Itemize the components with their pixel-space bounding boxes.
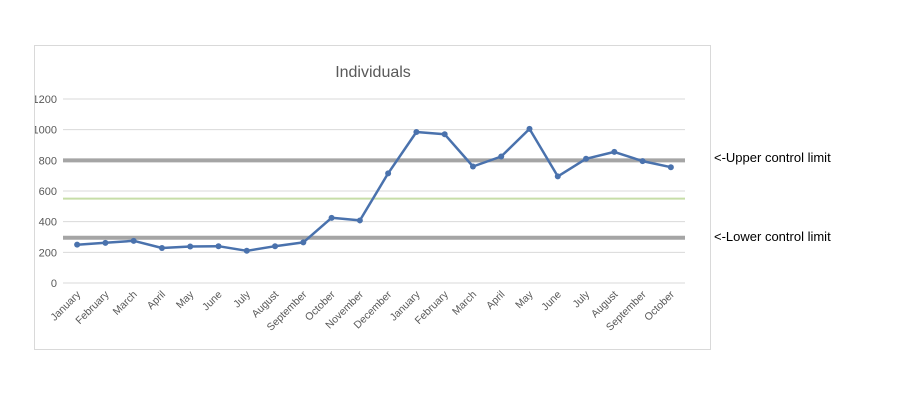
y-tick-label: 1200: [35, 94, 57, 106]
data-point: [356, 217, 363, 224]
data-point: [243, 247, 250, 254]
y-tick-label: 200: [39, 247, 57, 259]
data-point: [469, 163, 476, 170]
y-tick-label: 0: [51, 278, 57, 290]
data-point: [583, 155, 590, 162]
x-tick-label: April: [145, 289, 168, 312]
data-point: [130, 237, 137, 244]
data-point: [300, 239, 307, 246]
x-tick-label: April: [484, 289, 507, 312]
x-tick-label: October: [642, 288, 677, 323]
data-point: [611, 148, 618, 155]
x-tick-label: March: [111, 289, 140, 318]
data-point: [526, 125, 533, 132]
data-point: [554, 173, 561, 180]
data-point: [158, 245, 165, 252]
data-point: [215, 243, 222, 250]
x-tick-label: May: [174, 288, 197, 311]
series-line: [77, 127, 672, 253]
data-point: [272, 243, 279, 250]
x-tick-label: June: [539, 289, 564, 314]
x-tick-label: July: [231, 288, 253, 310]
y-tick-label: 1000: [35, 125, 57, 137]
x-tick-label: May: [513, 288, 536, 311]
x-tick-label: July: [570, 288, 592, 310]
data-point: [328, 214, 335, 221]
chart-frame: Individuals 0 200 400 600 800 1000 1200 Januar…: [34, 45, 711, 350]
data-point: [639, 158, 646, 165]
y-tick-label: 600: [39, 186, 57, 198]
data-point: [74, 241, 81, 248]
lower-control-limit-label: <-Lower control limit: [714, 229, 831, 244]
data-point: [187, 243, 194, 250]
data-point: [102, 239, 109, 246]
data-point: [498, 153, 505, 160]
y-tick-label: 800: [39, 155, 57, 167]
data-point: [413, 128, 420, 135]
upper-control-limit-label: <-Upper control limit: [714, 150, 831, 165]
x-tick-label: March: [450, 289, 479, 318]
data-point: [667, 164, 674, 171]
data-point: [441, 131, 448, 138]
chart-title: Individuals: [335, 64, 411, 81]
data-point: [385, 170, 392, 177]
y-tick-label: 400: [39, 217, 57, 229]
x-tick-label: June: [200, 289, 225, 314]
